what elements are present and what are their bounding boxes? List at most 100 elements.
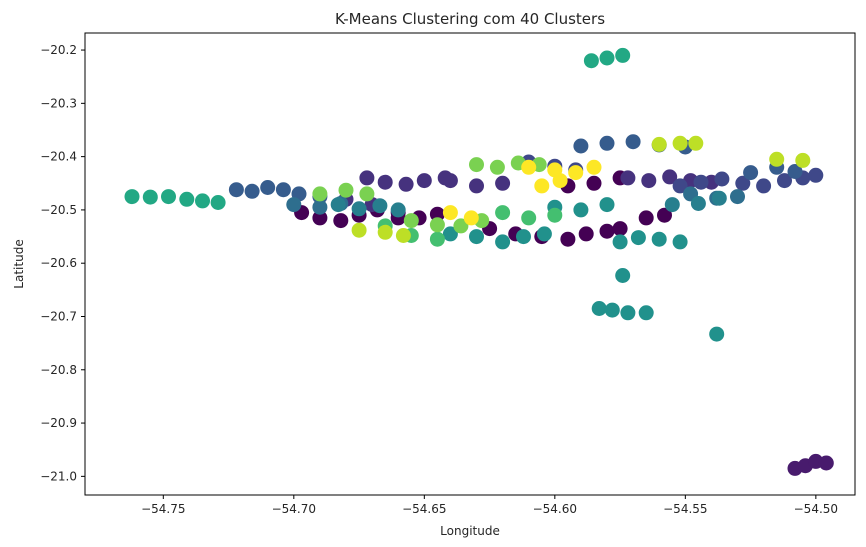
y-tick-label: −20.3 (40, 96, 77, 110)
scatter-point-cluster-15-0 (286, 197, 302, 213)
scatter-point-cluster-17-2 (372, 198, 388, 214)
scatter-point-cluster-15-1 (312, 199, 328, 215)
scatter-point-cluster-13-1 (599, 135, 615, 151)
x-tick-label: −54.55 (663, 502, 707, 516)
y-tick-label: −20.4 (40, 150, 77, 164)
scatter-point-cluster-20-0 (612, 234, 628, 250)
scatter-point-cluster-2-4 (578, 226, 594, 242)
scatter-point-cluster-8-0 (620, 170, 636, 186)
scatter-point-cluster-26-3 (179, 191, 195, 207)
scatter-point-cluster-35-2 (395, 228, 411, 243)
scatter-point-cluster-12-1 (244, 183, 260, 199)
scatter-point-cluster-0-2 (333, 213, 349, 229)
scatter-point-cluster-7-0 (442, 173, 458, 189)
scatter-point-cluster-29-2 (429, 231, 445, 247)
scatter-point-cluster-34-1 (795, 152, 811, 168)
scatter-point-cluster-10-1 (693, 174, 709, 190)
scatter-point-cluster-22-0 (615, 268, 631, 283)
scatter-point-cluster-19-4 (536, 226, 552, 242)
scatter-point-cluster-23-1 (638, 305, 654, 321)
x-tick-label: −54.70 (272, 502, 316, 516)
chart-title: K-Means Clustering com 40 Clusters (335, 10, 605, 28)
scatter-point-cluster-21-0 (591, 301, 607, 316)
scatter-point-cluster-8-2 (662, 169, 678, 185)
scatter-point-cluster-19-2 (495, 234, 511, 250)
x-tick-label: −54.60 (533, 502, 577, 516)
y-tick-label: −20.6 (40, 256, 77, 270)
x-tick-label: −54.75 (141, 502, 185, 516)
scatter-point-cluster-30-2 (359, 186, 375, 202)
scatter-point-cluster-4-0 (638, 210, 654, 226)
scatter-point-cluster-2-5 (599, 223, 615, 239)
scatter-point-cluster-6-1 (377, 174, 393, 190)
scatter-point-cluster-7-2 (495, 175, 511, 191)
points-layer (124, 47, 834, 476)
y-tick-label: −20.7 (40, 309, 77, 323)
scatter-point-cluster-35-0 (351, 222, 367, 238)
scatter-point-cluster-33-1 (672, 135, 688, 151)
scatter-point-cluster-20-2 (651, 231, 667, 247)
scatter-point-cluster-32-1 (429, 217, 445, 233)
y-tick-label: −20.2 (40, 43, 77, 57)
scatter-point-cluster-20-3 (672, 234, 688, 250)
scatter-point-cluster-14-2 (787, 164, 803, 179)
scatter-point-cluster-14-0 (743, 165, 759, 181)
scatter-point-cluster-21-1 (604, 302, 620, 318)
scatter-point-cluster-36-2 (568, 165, 584, 181)
scatter-point-cluster-2-3 (560, 231, 576, 247)
y-tick-label: −20.5 (40, 203, 77, 217)
scatter-point-cluster-20-1 (630, 230, 646, 246)
scatter-point-cluster-32-0 (403, 213, 419, 229)
scatter-point-cluster-37-1 (463, 210, 479, 226)
scatter-point-cluster-12-0 (228, 182, 244, 198)
scatter-point-cluster-19-3 (516, 229, 531, 245)
scatter-point-cluster-12-3 (275, 182, 291, 198)
scatter-point-cluster-30-1 (338, 182, 354, 198)
scatter-point-cluster-17-0 (330, 197, 346, 213)
scatter-point-cluster-1-2 (429, 206, 445, 222)
scatter-point-cluster-18-1 (690, 196, 706, 211)
scatter-point-cluster-36-0 (521, 159, 537, 175)
scatter-point-cluster-37-0 (442, 205, 458, 221)
scatter-point-cluster-10-3 (735, 175, 751, 191)
scatter-point-cluster-25-1 (573, 202, 589, 218)
scatter-point-cluster-31-1 (489, 159, 505, 175)
scatter-point-cluster-26-4 (195, 193, 210, 209)
scatter-point-cluster-7-1 (469, 178, 484, 194)
scatter-point-cluster-2-6 (612, 221, 628, 237)
scatter-point-cluster-36-3 (586, 159, 602, 175)
plot-frame (84, 32, 856, 496)
scatter-point-cluster-0-1 (312, 210, 328, 226)
scatter-point-cluster-10-4 (756, 178, 772, 194)
x-tick-label: −54.65 (402, 502, 446, 516)
scatter-point-cluster-19-1 (469, 229, 484, 245)
scatter-point-cluster-3-1 (586, 175, 602, 191)
scatter-point-cluster-27-2 (615, 47, 631, 63)
scatter-point-cluster-10-0 (672, 178, 688, 194)
y-tick-label: −20.8 (40, 363, 77, 377)
scatter-point-cluster-8-1 (641, 173, 657, 189)
scatter-point-cluster-32-2 (453, 218, 469, 234)
scatter-point-cluster-36-4 (552, 173, 568, 189)
scatter-point-cluster-5-3 (818, 455, 834, 471)
x-axis-title: Longitude (440, 524, 500, 538)
scatter-point-cluster-26-5 (210, 195, 226, 210)
scatter-point-cluster-19-0 (442, 226, 458, 242)
scatter-point-cluster-26-2 (161, 189, 176, 205)
scatter-point-cluster-17-3 (390, 202, 406, 218)
scatter-point-cluster-10-5 (777, 173, 792, 189)
y-axis: −20.2 −20.3 −20.4 −20.5 −20.6 −20.7 −20.8 −20.9… (40, 43, 85, 483)
scatter-point-cluster-27-1 (599, 50, 615, 66)
scatter-point-cluster-18-0 (664, 197, 680, 213)
x-tick-label: −54.50 (794, 502, 838, 516)
scatter-point-cluster-35-1 (377, 224, 393, 240)
scatter-point-cluster-12-2 (260, 180, 276, 195)
scatter-point-cluster-24-0 (709, 326, 725, 342)
scatter-point-cluster-28-1 (521, 210, 537, 226)
y-tick-label: −20.9 (40, 416, 77, 430)
y-tick-label: −21.0 (40, 469, 77, 483)
scatter-point-cluster-26-0 (124, 189, 140, 205)
scatter-point-cluster-10-7 (808, 167, 824, 183)
scatter-point-cluster-23-0 (620, 305, 636, 321)
